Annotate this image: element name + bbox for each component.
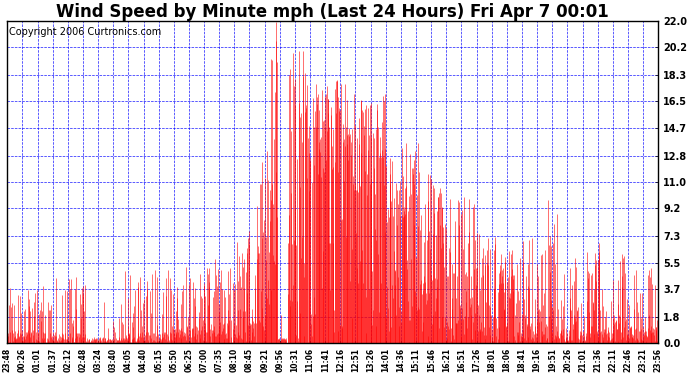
Text: Copyright 2006 Curtronics.com: Copyright 2006 Curtronics.com	[8, 27, 161, 38]
Title: Wind Speed by Minute mph (Last 24 Hours) Fri Apr 7 00:01: Wind Speed by Minute mph (Last 24 Hours)…	[57, 3, 609, 21]
